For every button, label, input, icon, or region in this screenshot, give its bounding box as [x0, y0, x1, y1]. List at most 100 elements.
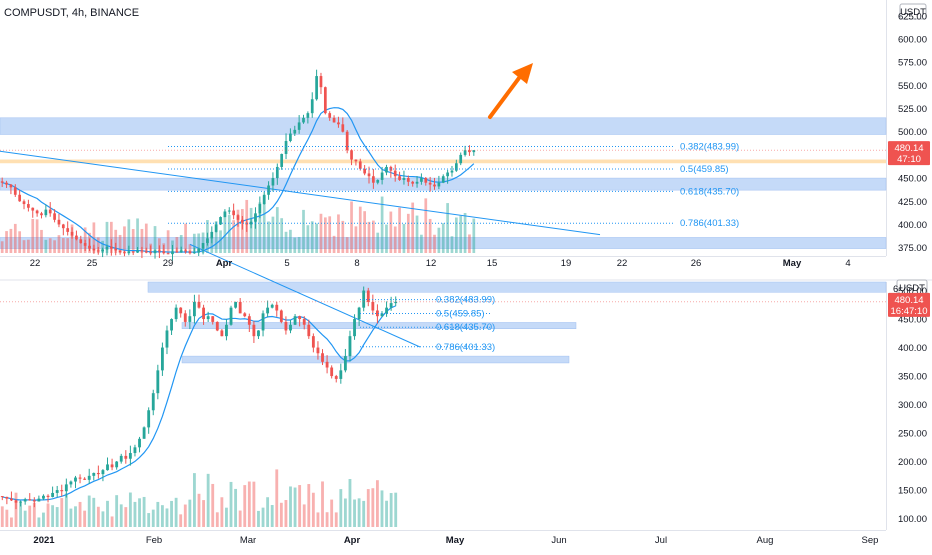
bottom-candle-body — [110, 464, 114, 468]
bottom-candle-body — [385, 307, 388, 314]
bottom-volume-bar — [32, 502, 36, 527]
top-volume-bar — [40, 229, 43, 253]
top-volume-bar — [463, 212, 467, 253]
top-candle-body — [262, 194, 266, 205]
bottom-volume-bar — [55, 507, 59, 527]
bottom-last-price-value: 480.14 — [894, 295, 923, 306]
top-candle-body — [206, 238, 209, 244]
top-volume-bar — [166, 230, 170, 253]
bottom-x-tick-label: Sep — [862, 535, 879, 546]
top-x-tick-label: 19 — [561, 258, 572, 269]
bottom-volume-bar — [220, 497, 224, 527]
top-x-tick-label: 29 — [163, 258, 174, 269]
bottom-candle-body — [19, 501, 23, 503]
top-candle-body — [441, 176, 445, 183]
bottom-volume-bar — [371, 488, 375, 527]
top-volume-bar — [35, 219, 39, 253]
bottom-candle-body — [307, 324, 311, 337]
bottom-volume-bar — [83, 510, 87, 527]
top-volume-bar — [284, 231, 288, 253]
top-volume-bar — [31, 218, 35, 253]
bottom-volume-bar — [69, 508, 73, 527]
bottom-fib-label: 0.618(435.70) — [436, 322, 495, 333]
bottom-candle-body — [183, 313, 187, 322]
bottom-volume-bar — [261, 507, 265, 527]
top-volume-bar — [306, 225, 310, 253]
bottom-volume-bar — [183, 504, 187, 527]
top-candle-body — [358, 161, 362, 169]
top-candle-body — [144, 251, 148, 253]
bottom-volume-bar — [37, 517, 41, 527]
bottom-x-tick-label: Mar — [240, 535, 256, 546]
bottom-candle-body — [92, 472, 96, 476]
bottom-trendline — [189, 243, 421, 348]
bottom-volume-bar — [74, 506, 77, 527]
top-volume-bar — [223, 212, 227, 253]
bottom-candle-body — [394, 301, 398, 304]
top-candle-body — [70, 231, 74, 236]
top-resistance-line-zone — [0, 159, 886, 164]
top-volume-bar — [192, 233, 196, 253]
top-volume-bar — [280, 218, 284, 253]
top-candle-body — [101, 249, 104, 252]
bottom-volume-bar — [60, 498, 64, 527]
bottom-candle-body — [87, 475, 91, 480]
bottom-candle-body — [371, 301, 375, 311]
bottom-volume-bar — [110, 516, 114, 527]
top-volume-bar — [376, 232, 380, 253]
bottom-x-tick-label: Aug — [757, 535, 774, 546]
bottom-candle-body — [215, 321, 219, 331]
top-volume-bar — [446, 203, 449, 253]
top-last-price-tag — [888, 141, 930, 166]
top-volume-bar — [197, 233, 201, 253]
bottom-volume-bar — [14, 492, 18, 527]
top-volume-bar — [249, 207, 253, 253]
top-candle-body — [420, 178, 423, 182]
top-volume-bar — [57, 235, 61, 253]
bottom-candle-body — [5, 496, 9, 499]
bottom-volume-bar — [156, 501, 160, 527]
top-volume-bar — [393, 226, 397, 253]
bottom-countdown: 16:47:10 — [891, 306, 928, 317]
top-y-tick-label: 425.00 — [898, 197, 927, 208]
bottom-candle-body — [188, 316, 192, 322]
top-candle-body — [179, 250, 183, 253]
bottom-candle-body — [311, 336, 315, 348]
top-candle-body — [48, 209, 52, 214]
bottom-candle-body — [74, 477, 77, 482]
top-volume-bar — [22, 240, 26, 253]
top-volume-bar — [398, 207, 401, 253]
bottom-candle-body — [330, 367, 334, 377]
top-candle-body — [306, 113, 310, 118]
bottom-fib-label: 0.786(401.33) — [436, 342, 495, 353]
top-candle-body — [18, 194, 22, 202]
top-candle-body — [31, 207, 35, 211]
top-candle-body — [127, 251, 131, 254]
top-volume-bar — [70, 224, 74, 253]
top-volume-bar — [92, 222, 96, 253]
bottom-volume-bar — [394, 492, 398, 527]
top-y-tick-label: 575.00 — [898, 58, 927, 69]
top-candle-body — [188, 251, 192, 254]
bottom-candle-body — [362, 290, 366, 308]
bottom-candle-body — [51, 492, 55, 497]
currency-badge-top[interactable]: USDT — [899, 3, 927, 20]
top-volume-bar — [267, 221, 270, 253]
bottom-volume-bar — [275, 469, 279, 527]
top-y-tick-label: 625.00 — [898, 11, 927, 22]
bottom-volume-bar — [19, 502, 23, 527]
bottom-volume-bar — [197, 493, 201, 527]
bottom-candle-body — [375, 310, 379, 317]
top-volume-bar — [315, 223, 318, 253]
bottom-volume-bar — [353, 499, 356, 527]
bottom-candle-body — [229, 307, 233, 325]
top-candle-body — [310, 99, 314, 114]
bottom-candle-body — [220, 330, 224, 337]
top-volume-bar — [210, 237, 214, 253]
currency-badge-bottom-label: USDT — [899, 283, 925, 294]
bottom-volume-bar — [0, 506, 4, 527]
